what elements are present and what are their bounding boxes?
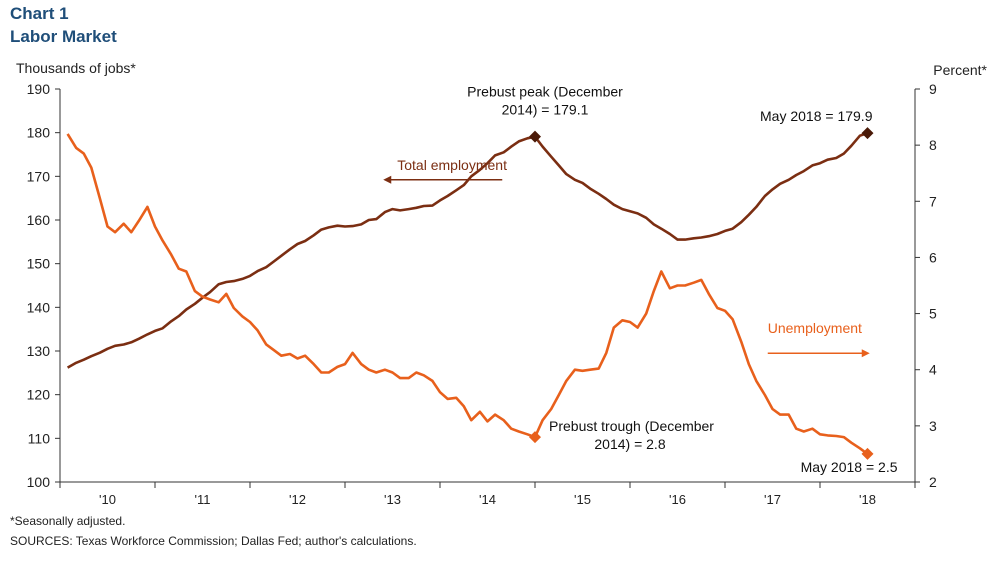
left-axis-label: Thousands of jobs*	[16, 60, 136, 76]
left-tick-label: 190	[27, 81, 51, 97]
right-tick-label: 3	[929, 418, 937, 434]
right-tick-label: 5	[929, 306, 937, 322]
may2018-emp-label: May 2018 = 179.9	[760, 108, 873, 124]
left-tick-label: 160	[27, 212, 51, 228]
chart-title: Labor Market	[10, 27, 117, 46]
x-tick-label: '15	[574, 492, 591, 507]
footnote-sources: SOURCES: Texas Workforce Commission; Dal…	[10, 534, 417, 548]
prebust-trough-label: 2014) = 2.8	[594, 436, 665, 452]
x-tick-label: '11	[195, 492, 211, 507]
right-axis-label: Percent*	[933, 62, 987, 78]
x-tick-label: '18	[859, 492, 876, 507]
left-tick-label: 110	[28, 430, 51, 446]
employment-arrow-head	[383, 175, 392, 184]
may2018-unemp-marker	[861, 447, 874, 460]
left-tick-label: 130	[27, 343, 51, 359]
chart-number: Chart 1	[10, 4, 69, 23]
prebust-peak-marker	[529, 130, 541, 143]
employment-label: Total employment	[397, 157, 507, 173]
x-tick-label: '14	[479, 492, 496, 507]
x-tick-label: '13	[384, 492, 401, 507]
right-tick-label: 6	[929, 249, 937, 265]
may2018-unemp-label: May 2018 = 2.5	[801, 459, 898, 475]
employment-line	[66, 131, 868, 369]
prebust-peak-label: Prebust peak (December	[467, 84, 623, 100]
unemployment-line	[66, 133, 869, 455]
left-tick-label: 150	[27, 256, 51, 272]
right-tick-label: 9	[929, 81, 937, 97]
x-tick-label: '16	[669, 492, 686, 507]
right-tick-label: 2	[929, 474, 937, 490]
left-tick-label: 170	[27, 168, 51, 184]
unemployment-label: Unemployment	[768, 320, 862, 336]
x-tick-label: '10	[99, 492, 116, 507]
prebust-trough-label: Prebust trough (December	[549, 418, 714, 434]
prebust-peak-label: 2014) = 179.1	[502, 102, 589, 118]
unemployment-arrow-head	[861, 349, 870, 358]
x-tick-label: '17	[764, 492, 781, 507]
right-tick-label: 7	[929, 193, 937, 209]
right-tick-label: 4	[929, 362, 937, 378]
x-tick-label: '12	[289, 492, 306, 507]
left-tick-label: 120	[27, 387, 51, 403]
may2018-emp-marker	[861, 127, 874, 140]
prebust-trough-marker	[529, 431, 541, 444]
left-tick-label: 180	[27, 125, 51, 141]
left-tick-label: 100	[27, 474, 51, 490]
footnote-seasonal: *Seasonally adjusted.	[10, 514, 126, 528]
right-tick-label: 8	[929, 137, 937, 153]
left-tick-label: 140	[27, 299, 51, 315]
